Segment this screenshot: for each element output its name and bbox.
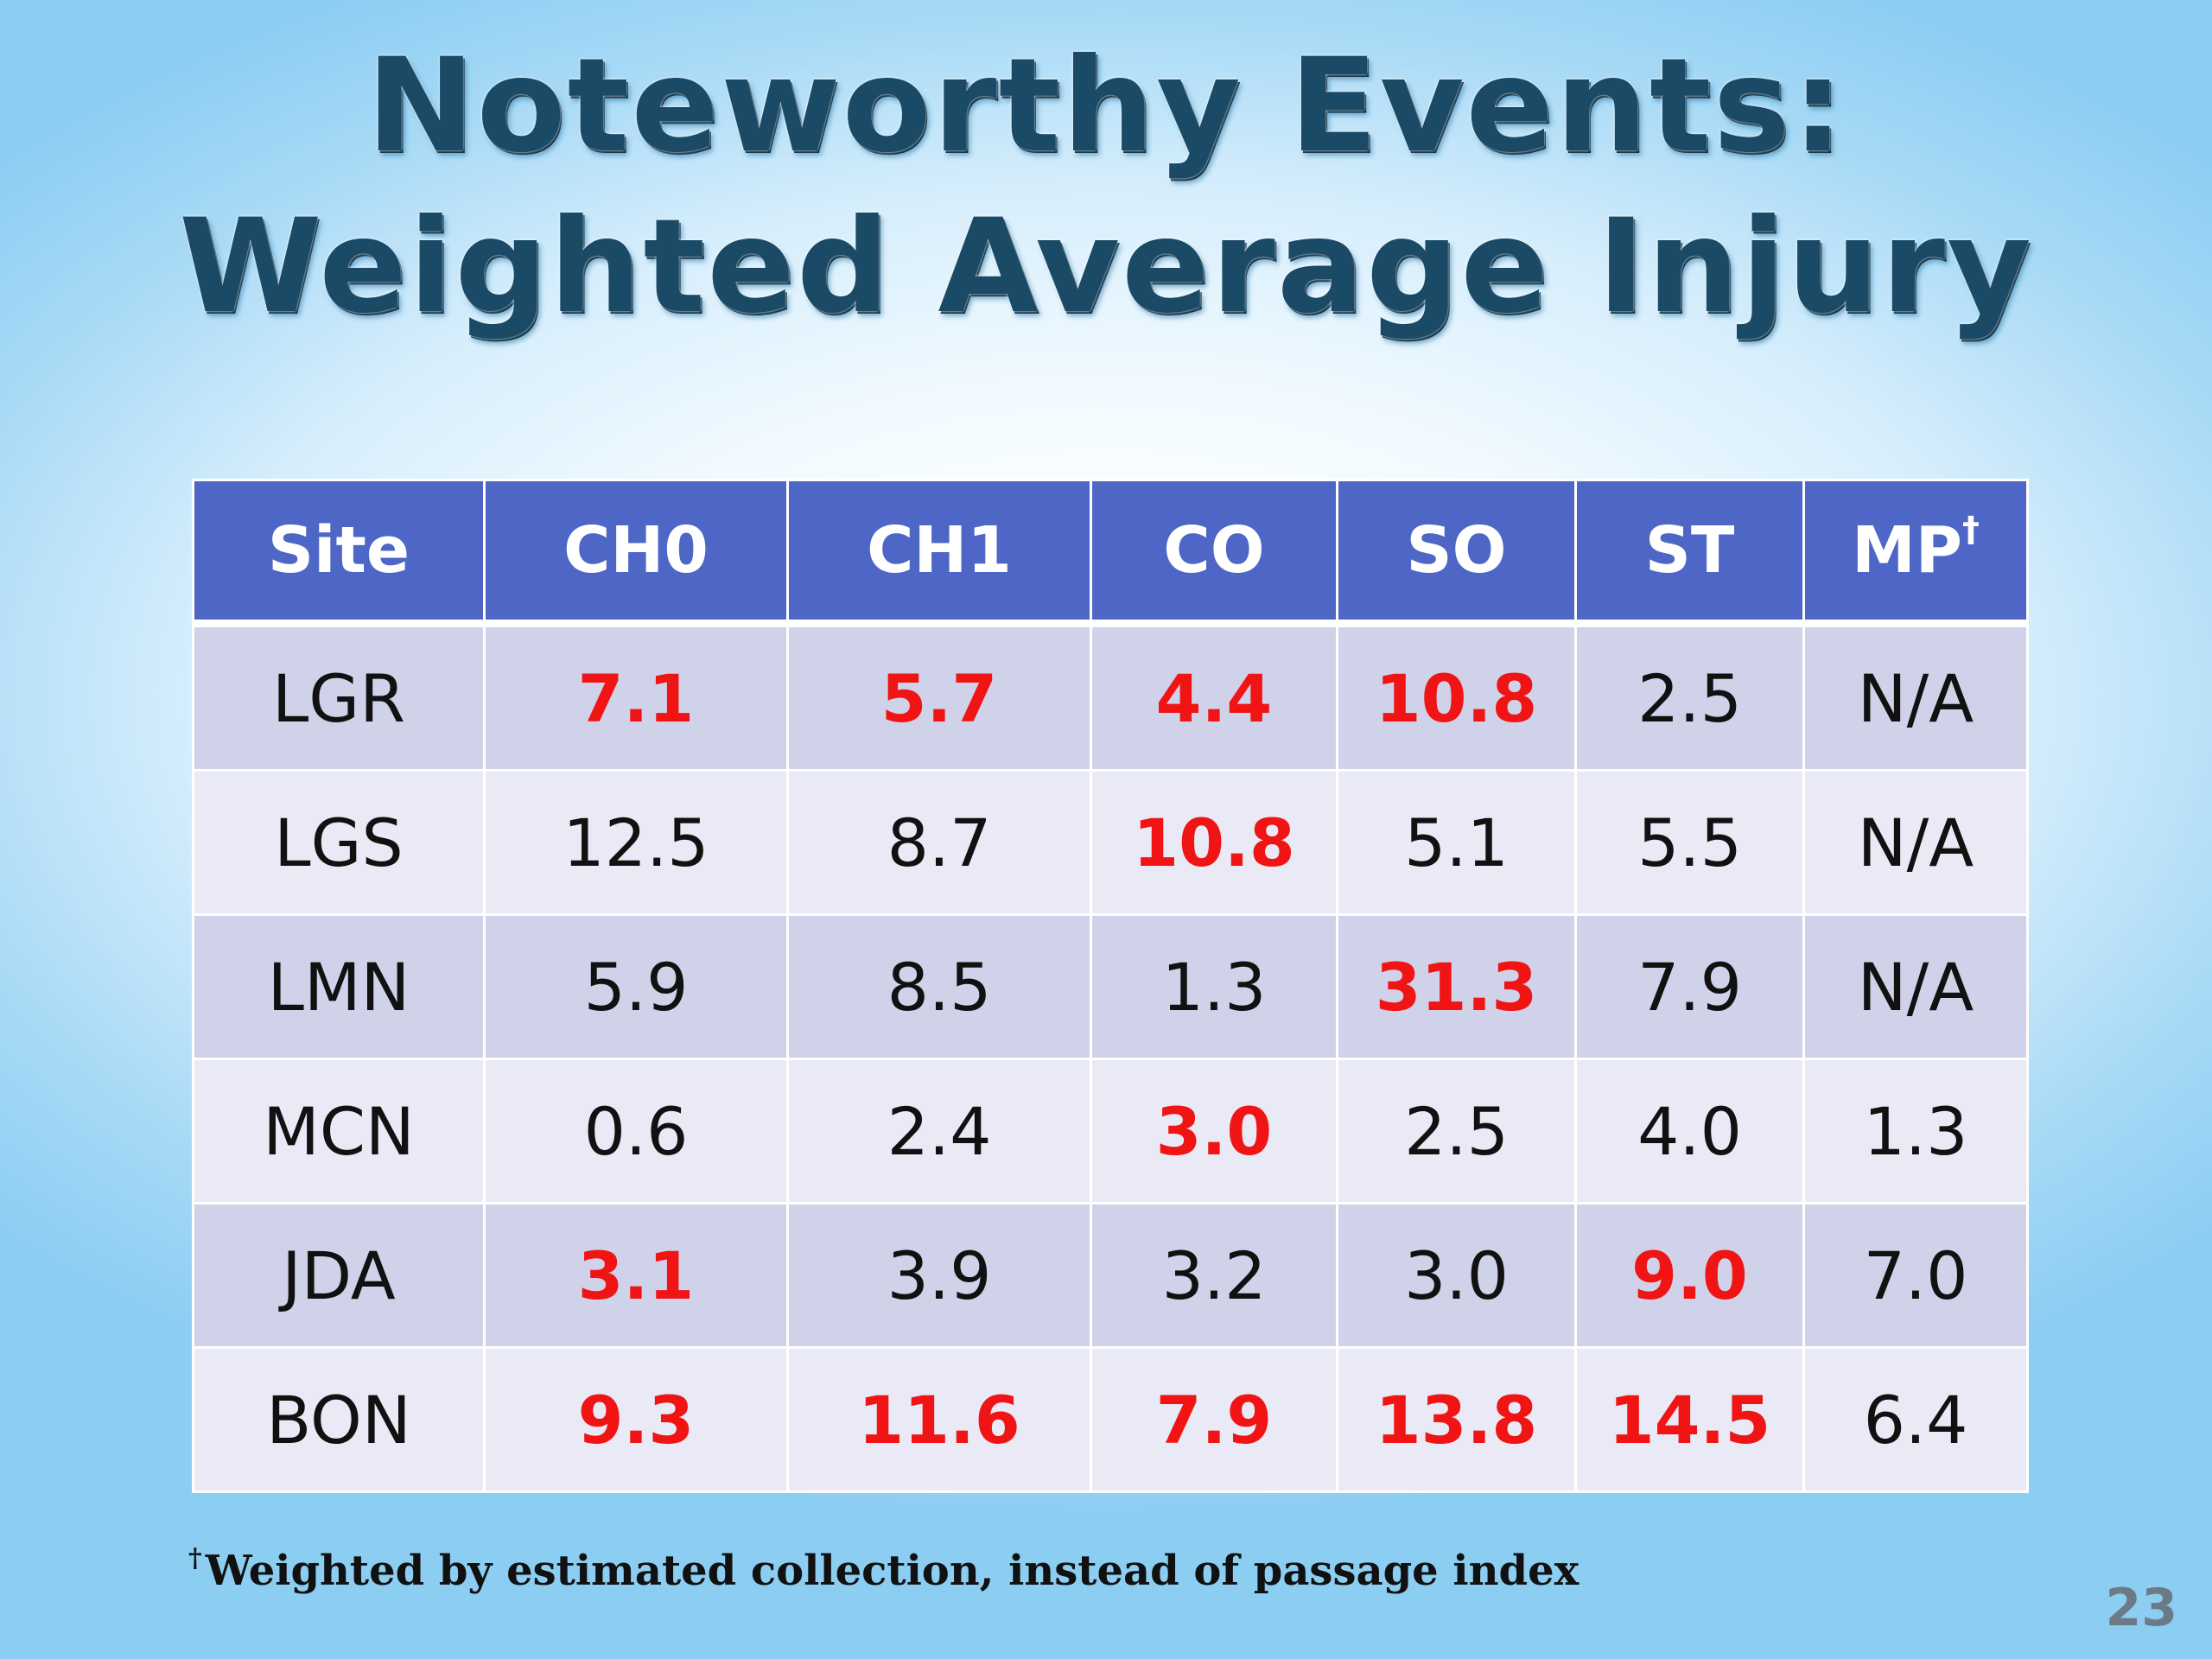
header-co: CO xyxy=(1092,481,1336,625)
header-st: ST xyxy=(1577,481,1802,625)
value-cell: 10.8 xyxy=(1092,772,1336,913)
footnote-dagger: † xyxy=(188,1543,202,1573)
site-cell: LMN xyxy=(194,916,483,1058)
footnote-text: Weighted by estimated collection, instea… xyxy=(205,1547,1580,1595)
title-line-2: Weighted Average Injury xyxy=(179,192,2033,342)
value-cell: 9.3 xyxy=(486,1349,786,1491)
value-cell: 1.3 xyxy=(1092,916,1336,1058)
value-cell: 5.9 xyxy=(486,916,786,1058)
header-row: Site CH0 CH1 CO SO ST MP† xyxy=(194,481,2026,625)
value-cell: 7.1 xyxy=(486,627,786,769)
value-cell: 1.3 xyxy=(1805,1060,2026,1202)
value-cell: 12.5 xyxy=(486,772,786,913)
site-cell: LGS xyxy=(194,772,483,913)
header-so: SO xyxy=(1338,481,1574,625)
header-ch0: CH0 xyxy=(486,481,786,625)
value-cell: 14.5 xyxy=(1577,1349,1802,1491)
value-cell: 31.3 xyxy=(1338,916,1574,1058)
value-cell: 8.5 xyxy=(789,916,1090,1058)
table-row: LGS 12.5 8.7 10.8 5.1 5.5 N/A xyxy=(194,772,2026,913)
header-mp-label: MP xyxy=(1852,513,1962,588)
value-cell: 2.4 xyxy=(789,1060,1090,1202)
title-line-1: Noteworthy Events: xyxy=(366,31,1846,181)
injury-table: Site CH0 CH1 CO SO ST MP† LGR 7.1 5.7 4.… xyxy=(192,479,2029,1493)
header-ch1: CH1 xyxy=(789,481,1090,625)
value-cell: 11.6 xyxy=(789,1349,1090,1491)
value-cell: 7.0 xyxy=(1805,1205,2026,1346)
value-cell: 2.5 xyxy=(1577,627,1802,769)
value-cell: 4.0 xyxy=(1577,1060,1802,1202)
table-row: LGR 7.1 5.7 4.4 10.8 2.5 N/A xyxy=(194,627,2026,769)
value-cell: 6.4 xyxy=(1805,1349,2026,1491)
value-cell: 13.8 xyxy=(1338,1349,1574,1491)
site-cell: LGR xyxy=(194,627,483,769)
value-cell: 7.9 xyxy=(1092,1349,1336,1491)
table-row: JDA 3.1 3.9 3.2 3.0 9.0 7.0 xyxy=(194,1205,2026,1346)
table-row: BON 9.3 11.6 7.9 13.8 14.5 6.4 xyxy=(194,1349,2026,1491)
value-cell: N/A xyxy=(1805,627,2026,769)
value-cell: 8.7 xyxy=(789,772,1090,913)
header-mp: MP† xyxy=(1805,481,2026,625)
value-cell: 2.5 xyxy=(1338,1060,1574,1202)
value-cell: 5.7 xyxy=(789,627,1090,769)
value-cell: 3.9 xyxy=(789,1205,1090,1346)
dagger-mark: † xyxy=(1961,510,1980,550)
value-cell: N/A xyxy=(1805,916,2026,1058)
value-cell: 0.6 xyxy=(486,1060,786,1202)
value-cell: 5.1 xyxy=(1338,772,1574,913)
slide-title: Noteworthy Events: Weighted Average Inju… xyxy=(0,26,2212,347)
value-cell: 3.2 xyxy=(1092,1205,1336,1346)
table-row: MCN 0.6 2.4 3.0 2.5 4.0 1.3 xyxy=(194,1060,2026,1202)
site-cell: JDA xyxy=(194,1205,483,1346)
value-cell: 3.0 xyxy=(1338,1205,1574,1346)
value-cell: N/A xyxy=(1805,772,2026,913)
value-cell: 10.8 xyxy=(1338,627,1574,769)
value-cell: 3.1 xyxy=(486,1205,786,1346)
value-cell: 7.9 xyxy=(1577,916,1802,1058)
value-cell: 3.0 xyxy=(1092,1060,1336,1202)
site-cell: MCN xyxy=(194,1060,483,1202)
value-cell: 5.5 xyxy=(1577,772,1802,913)
slide-number: 23 xyxy=(2105,1578,2178,1638)
header-site: Site xyxy=(194,481,483,625)
footnote: †Weighted by estimated collection, inste… xyxy=(188,1543,1580,1595)
site-cell: BON xyxy=(194,1349,483,1491)
value-cell: 9.0 xyxy=(1577,1205,1802,1346)
value-cell: 4.4 xyxy=(1092,627,1336,769)
table-row: LMN 5.9 8.5 1.3 31.3 7.9 N/A xyxy=(194,916,2026,1058)
